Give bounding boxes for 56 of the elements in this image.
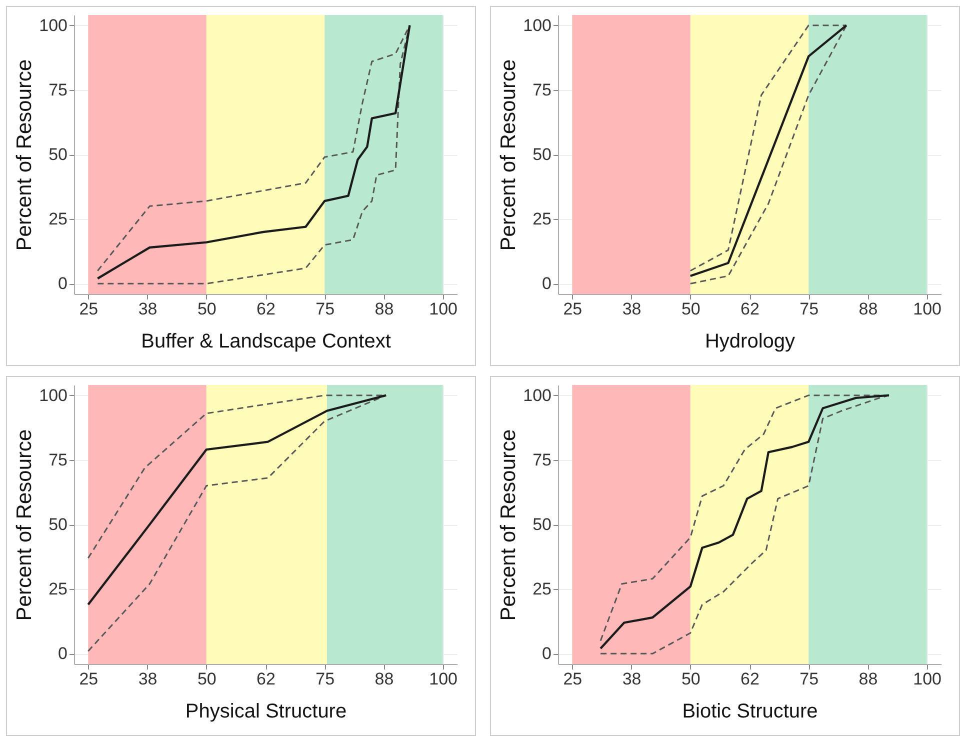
x-tick-label: 25 — [79, 670, 98, 688]
x-tick-label: 100 — [913, 670, 942, 688]
x-axis-title: Hydrology — [704, 330, 796, 352]
x-tick-label: 38 — [622, 300, 642, 318]
y-axis-title: Percent of Resource — [497, 59, 520, 251]
y-tick-label: 0 — [542, 644, 552, 664]
y-tick-label: 0 — [58, 274, 68, 294]
x-tick-label: 75 — [800, 300, 819, 318]
x-tick-label: 50 — [197, 670, 216, 688]
y-tick-label: 100 — [523, 386, 552, 405]
x-tick-label: 75 — [316, 670, 335, 688]
x-tick-label: 62 — [256, 300, 276, 318]
y-tick-label: 50 — [532, 515, 552, 534]
x-tick-label: 50 — [681, 300, 700, 318]
y-tick-label: 50 — [48, 515, 68, 534]
y-tick-label: 75 — [48, 80, 68, 100]
y-tick-label: 50 — [48, 145, 68, 164]
x-tick-label: 25 — [563, 300, 582, 318]
y-tick-label: 75 — [532, 80, 552, 100]
x-tick-label: 75 — [800, 670, 819, 688]
y-axis-title: Percent of Resource — [13, 429, 36, 621]
x-tick-label: 100 — [913, 300, 942, 318]
x-tick-label: 25 — [79, 300, 98, 318]
x-tick-label: 88 — [858, 300, 878, 318]
y-tick-label: 75 — [48, 450, 68, 470]
y-tick-label: 100 — [39, 16, 68, 35]
x-tick-label: 25 — [563, 670, 582, 688]
x-tick-label: 62 — [740, 670, 760, 688]
x-tick-label: 88 — [858, 670, 878, 688]
y-tick-label: 25 — [532, 580, 552, 599]
y-tick-label: 100 — [523, 16, 552, 35]
y-axis-title: Percent of Resource — [497, 429, 520, 621]
x-tick-label: 62 — [256, 670, 276, 688]
y-tick-label: 25 — [48, 210, 68, 229]
y-axis-title: Percent of Resource — [13, 59, 36, 251]
y-tick-label: 75 — [532, 450, 552, 470]
y-tick-label: 50 — [532, 145, 552, 164]
x-axis-title: Physical Structure — [185, 700, 347, 722]
x-axis-title: Biotic Structure — [682, 700, 818, 722]
x-tick-label: 88 — [374, 670, 394, 688]
x-tick-label: 100 — [429, 300, 458, 318]
y-tick-label: 0 — [58, 644, 68, 664]
x-tick-label: 75 — [316, 300, 335, 318]
x-tick-label: 38 — [622, 670, 642, 688]
y-tick-label: 25 — [532, 210, 552, 229]
y-tick-label: 25 — [48, 580, 68, 599]
x-tick-label: 88 — [374, 300, 394, 318]
x-axis-title: Buffer & Landscape Context — [141, 330, 392, 352]
y-tick-label: 100 — [39, 386, 68, 405]
x-tick-label: 38 — [138, 670, 158, 688]
x-tick-label: 38 — [138, 300, 158, 318]
x-tick-label: 62 — [740, 300, 760, 318]
x-tick-label: 50 — [197, 300, 216, 318]
x-tick-label: 100 — [429, 670, 458, 688]
y-tick-label: 0 — [542, 274, 552, 294]
x-tick-label: 50 — [681, 670, 700, 688]
